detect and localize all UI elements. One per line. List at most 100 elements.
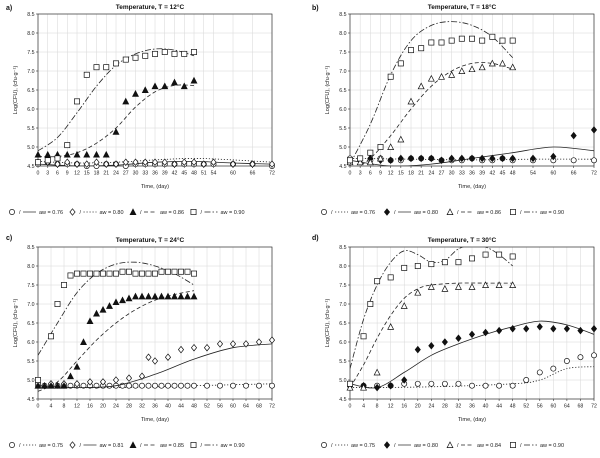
data-point (400, 302, 408, 309)
data-point (41, 381, 48, 389)
data-point (73, 380, 81, 388)
data-point (126, 268, 132, 275)
data-point (171, 268, 178, 275)
data-point (145, 292, 152, 300)
chart-title: Temperature, T = 30°C (428, 236, 497, 244)
data-point (113, 270, 119, 277)
data-point (509, 154, 516, 163)
x-tick-label: 3 (359, 171, 362, 177)
data-point (468, 154, 476, 163)
y-tick-label: 5.0 (339, 145, 346, 151)
data-point (64, 158, 71, 166)
x-tick-label: 18 (94, 171, 100, 177)
x-tick-label: 24 (113, 171, 119, 177)
x-tick-label: 18 (408, 171, 414, 177)
legend: / aw = 0.76 / aw = 0.80 / aw = 0.86 / aw = 0.90 (321, 208, 564, 216)
data-point (418, 45, 425, 52)
legend-marker (190, 209, 197, 215)
x-tick-label: 4 (50, 404, 53, 410)
data-point (171, 50, 178, 57)
data-point (145, 270, 152, 277)
data-point (164, 292, 172, 300)
y-tick-label: 5.0 (27, 145, 34, 151)
data-point (397, 135, 405, 143)
data-point (509, 382, 516, 389)
x-tick-label: 44 (496, 404, 502, 410)
y-tick-label: 4.5 (27, 397, 34, 403)
x-tick-label: 72 (591, 404, 597, 410)
panel-label: b) (312, 5, 319, 12)
data-point (177, 292, 185, 300)
x-tick-label: 32 (456, 404, 462, 410)
x-tick-label: 40 (165, 404, 171, 410)
data-point (132, 292, 139, 300)
data-point (126, 382, 132, 389)
data-point (67, 382, 74, 389)
data-point (142, 52, 149, 59)
y-tick-label: 6.5 (27, 88, 34, 94)
legend-label: aw = 0.80 (414, 443, 438, 449)
data-point (229, 340, 237, 348)
data-point (138, 292, 146, 300)
data-point (161, 82, 169, 90)
data-point (407, 154, 415, 163)
series-2 (346, 320, 598, 392)
data-point (417, 82, 425, 90)
data-point (139, 270, 145, 277)
x-tick-label: 24 (428, 171, 434, 177)
legend-separator: / (457, 210, 459, 216)
data-point (590, 324, 598, 333)
data-point (229, 160, 237, 168)
x-tick-label: 45 (500, 171, 506, 177)
data-point (356, 158, 364, 166)
x-tick-label: 6 (369, 171, 372, 177)
legend-marker (446, 441, 454, 448)
data-point (428, 342, 435, 350)
data-point (112, 128, 120, 135)
data-point (217, 382, 223, 389)
data-point (458, 35, 465, 42)
data-point (570, 131, 577, 140)
data-point (438, 156, 445, 165)
legend-label: aw = 0.75 (39, 443, 63, 449)
data-point (190, 292, 198, 300)
data-point (112, 376, 120, 384)
data-point (509, 281, 517, 288)
x-tick-label: 64 (243, 404, 249, 410)
y-tick-label: 6.0 (27, 340, 34, 346)
series-3 (34, 76, 198, 158)
data-point (387, 156, 394, 165)
x-tick-label: 64 (564, 404, 570, 410)
data-point (496, 326, 503, 335)
x-tick-label: 12 (74, 404, 80, 410)
legend-label: aw = 0.90 (540, 210, 564, 216)
data-point (103, 160, 110, 168)
x-tick-label: 6 (56, 171, 59, 177)
legend-label: aw = 0.90 (221, 443, 245, 449)
data-point (171, 382, 178, 389)
legend-marker (383, 208, 391, 216)
x-tick-label: 60 (230, 171, 236, 177)
data-point (401, 264, 408, 271)
y-tick-label: 5.0 (339, 378, 346, 384)
legend-item: / aw = 0.75 (321, 442, 375, 449)
data-point (550, 324, 557, 333)
data-point (80, 338, 87, 345)
data-point (161, 49, 168, 55)
data-point (428, 261, 435, 268)
y-tick-label: 7.0 (27, 302, 34, 308)
data-point (268, 160, 276, 168)
data-point (181, 50, 188, 57)
data-point (171, 160, 178, 168)
data-point (145, 382, 152, 389)
data-point (204, 382, 210, 389)
data-point (190, 343, 198, 352)
data-point (151, 357, 159, 365)
data-point (47, 381, 55, 389)
data-point (397, 154, 404, 163)
y-tick-label: 6.5 (27, 321, 34, 327)
y-tick-label: 7.0 (27, 69, 34, 75)
data-point (414, 380, 421, 387)
x-tick-label: 12 (74, 171, 80, 177)
data-point (489, 154, 496, 163)
